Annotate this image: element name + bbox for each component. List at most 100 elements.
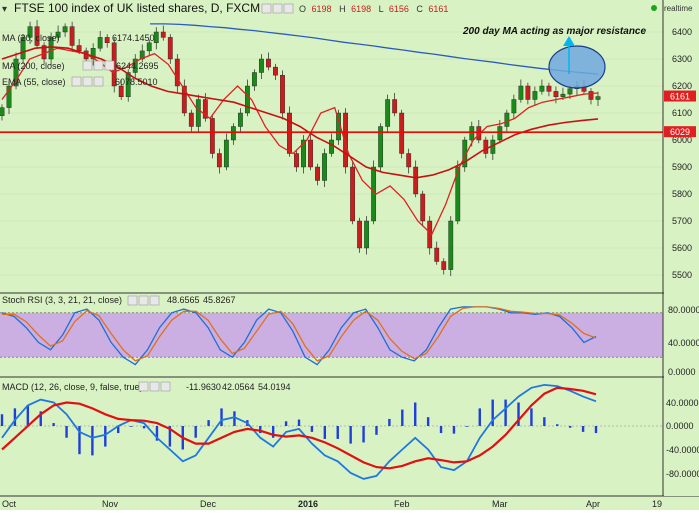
- macd-line-value: 42.0564: [222, 382, 255, 392]
- candle: [27, 26, 33, 38]
- ma200-line: [150, 23, 599, 75]
- candle: [378, 126, 384, 168]
- candle: [0, 107, 5, 116]
- stoch-hide-button[interactable]: [138, 295, 149, 306]
- candle: [315, 166, 320, 181]
- macd-panel[interactable]: [0, 378, 663, 496]
- candle: [174, 58, 180, 87]
- macd-histogram-bar: [478, 408, 481, 426]
- ma200-settings-button[interactable]: [82, 60, 93, 71]
- price-grid: [0, 31, 663, 276]
- support-price-badge: 6029: [664, 126, 696, 138]
- macd-histogram-bar: [401, 409, 404, 426]
- macd-histogram-bar: [271, 426, 275, 438]
- price-tick: 6100: [672, 108, 692, 118]
- macd-histogram-bar: [26, 405, 30, 426]
- price-tick: 5900: [672, 162, 692, 172]
- time-tick: 2016: [298, 499, 318, 509]
- settings-button[interactable]: [261, 3, 272, 14]
- macd-histogram-bar: [13, 408, 17, 426]
- ohlc-c-label: C: [416, 4, 423, 14]
- time-axis-labels: Oct Nov Dec 2016 Feb Mar Apr 19: [2, 499, 662, 509]
- macd-legend-label[interactable]: MACD (12, 26, close, 9, false, true): [2, 382, 143, 392]
- time-scale[interactable]: [0, 497, 699, 510]
- candle: [245, 85, 250, 114]
- candle: [202, 99, 208, 119]
- ma20-legend-label[interactable]: MA (20, close): [2, 33, 60, 43]
- candle: [567, 88, 573, 95]
- ma200-more-button[interactable]: [104, 60, 115, 71]
- macd-histogram-bar: [530, 408, 533, 426]
- ohlc-open: 6198: [312, 4, 332, 14]
- candle: [343, 112, 348, 168]
- stoch-tick: 80.0000: [668, 305, 699, 315]
- macd-more-button[interactable]: [160, 381, 171, 392]
- hide-button[interactable]: [272, 3, 283, 14]
- stoch-legend-label[interactable]: Stoch RSI (3, 3, 21, 21, close): [2, 295, 122, 305]
- ema55-legend-label[interactable]: EMA (55, close): [2, 77, 66, 87]
- macd-signal-value: 54.0194: [258, 382, 291, 392]
- macd-histogram-bar: [465, 426, 469, 427]
- macd-hide-button[interactable]: [149, 381, 160, 392]
- candlestick-series: [0, 20, 601, 277]
- indicator-legends: MA (20, close) 6174.1450 MA (200, close)…: [2, 33, 291, 392]
- macd-tick: -40.0000: [666, 445, 699, 455]
- macd-histogram-bar: [91, 426, 94, 456]
- stoch-more-button[interactable]: [149, 295, 160, 306]
- macd-histogram-bar: [220, 408, 223, 426]
- macd-histogram-bar: [581, 426, 585, 432]
- macd-histogram-bar: [233, 411, 236, 426]
- macd-histogram-bar: [129, 426, 133, 427]
- macd-histogram-bar: [336, 426, 339, 439]
- candle: [322, 153, 327, 181]
- candle: [511, 99, 517, 114]
- more-button[interactable]: [283, 3, 294, 14]
- price-scale[interactable]: [664, 0, 699, 496]
- macd-histogram-bar: [375, 426, 378, 435]
- candle: [287, 112, 292, 154]
- macd-line: [1, 383, 597, 480]
- macd-histogram-bar: [168, 426, 172, 447]
- candle: [76, 45, 82, 52]
- price-panel[interactable]: 200 day MA acting as major resistance: [0, 0, 663, 292]
- candle: [308, 139, 313, 168]
- candle: [13, 58, 19, 87]
- candle: [48, 37, 54, 60]
- macd-histogram-bar: [362, 426, 365, 443]
- macd-settings-button[interactable]: [138, 381, 149, 392]
- ohlc-close: 6161: [428, 4, 448, 14]
- ema55-hide-button[interactable]: [82, 76, 93, 87]
- macd-signal-line: [1, 386, 597, 470]
- candle: [160, 31, 166, 38]
- candle: [392, 99, 398, 114]
- macd-histogram-bar: [194, 426, 197, 438]
- candle: [118, 85, 124, 98]
- time-tick: Nov: [102, 499, 119, 509]
- candle: [441, 261, 447, 270]
- time-tick: Apr: [586, 499, 600, 509]
- collapse-chevron-icon[interactable]: ▾: [2, 4, 7, 15]
- stoch-tick: 0.0000: [668, 367, 696, 377]
- macd-histogram-bar: [517, 402, 520, 426]
- ma200-hide-button[interactable]: [93, 60, 104, 71]
- candle: [259, 58, 264, 73]
- macd-histogram-bar: [39, 411, 42, 426]
- candle: [266, 58, 271, 68]
- candle: [294, 153, 299, 168]
- ma200-legend-label[interactable]: MA (200, close): [2, 61, 65, 71]
- macd-histogram-bar: [117, 426, 120, 434]
- ma20-legend-value: 6174.1450: [112, 33, 155, 43]
- ohlc-h-label: H: [339, 4, 346, 14]
- macd-histogram-bar: [284, 421, 288, 426]
- candle: [230, 126, 236, 141]
- chart-header: ▾ FTSE 100 index of UK listed shares, D,…: [2, 1, 693, 15]
- ema55-more-button[interactable]: [93, 76, 104, 87]
- stoch-settings-button[interactable]: [127, 295, 138, 306]
- ema55-settings-button[interactable]: [71, 76, 82, 87]
- candle: [252, 72, 257, 87]
- candle: [539, 85, 545, 92]
- candle: [132, 58, 138, 73]
- stoch-rsi-panel[interactable]: [0, 294, 663, 376]
- price-tick: 6200: [672, 81, 692, 91]
